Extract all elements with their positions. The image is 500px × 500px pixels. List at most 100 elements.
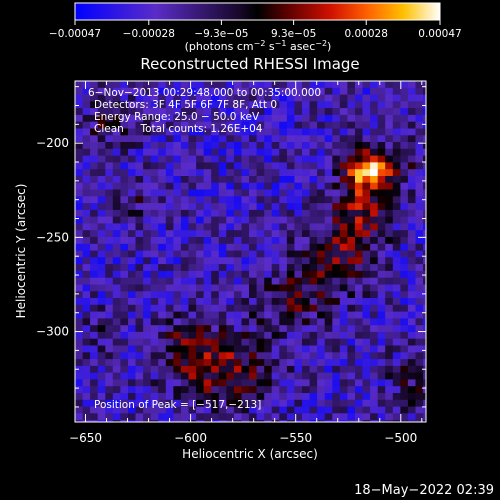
heatmap-cell <box>271 121 280 130</box>
heatmap-cell <box>75 189 84 197</box>
heatmap-cell <box>407 101 417 109</box>
heatmap-cell <box>241 162 250 170</box>
heatmap-cell <box>158 304 167 313</box>
heatmap-cell <box>415 365 424 374</box>
heatmap-cell <box>241 230 250 238</box>
heatmap-cell <box>211 182 220 191</box>
heatmap-cell <box>143 345 152 353</box>
heatmap-cell <box>105 413 114 421</box>
heatmap-cell <box>203 352 212 360</box>
heatmap-cell <box>309 257 318 265</box>
heatmap-cell <box>120 223 129 231</box>
heatmap-cell <box>271 176 280 184</box>
heatmap-cell <box>249 379 258 387</box>
heatmap-cell <box>218 352 227 360</box>
heatmap-cell <box>241 386 250 394</box>
heatmap-cell <box>332 155 341 163</box>
heatmap-cell <box>188 94 197 102</box>
heatmap-cell <box>203 128 212 136</box>
heatmap-cell <box>347 420 356 422</box>
heatmap-cell <box>400 196 409 204</box>
heatmap-cell <box>415 209 424 218</box>
heatmap-cell <box>97 209 106 218</box>
heatmap-cell <box>105 298 114 306</box>
heatmap-cell <box>332 331 341 340</box>
heatmap-cell <box>294 399 303 408</box>
heatmap-cell <box>143 298 152 306</box>
heatmap-cell <box>120 108 129 116</box>
heatmap-cell <box>332 114 341 123</box>
heatmap-cell <box>90 182 99 191</box>
heatmap-cell <box>423 257 426 265</box>
heatmap-cell <box>294 223 303 231</box>
heatmap-cell <box>150 121 159 130</box>
heatmap-cell <box>128 162 137 170</box>
heatmap-cell <box>339 311 348 319</box>
heatmap-cell <box>377 277 386 286</box>
heatmap-cell <box>256 155 265 163</box>
heatmap-cell <box>120 270 129 279</box>
heatmap-cell <box>112 203 121 211</box>
heatmap-cell <box>97 277 106 286</box>
heatmap-cell <box>165 264 174 272</box>
heatmap-cell <box>249 298 258 306</box>
heatmap-cell <box>407 87 417 96</box>
heatmap-cell <box>423 393 426 401</box>
heatmap-cell <box>400 203 409 211</box>
heatmap-cell <box>271 223 280 231</box>
heatmap-cell <box>271 155 280 163</box>
heatmap-cell <box>135 311 144 319</box>
heatmap-cell <box>355 203 364 211</box>
heatmap-cell <box>188 87 197 96</box>
heatmap-cell <box>256 420 265 422</box>
heatmap-cell <box>317 203 326 211</box>
heatmap-cell <box>385 406 394 414</box>
heatmap-cell <box>271 298 280 306</box>
heatmap-cell <box>226 365 235 374</box>
heatmap-cell <box>150 257 159 265</box>
heatmap-cell <box>211 318 220 326</box>
heatmap-cell <box>90 243 99 252</box>
heatmap-cell <box>339 114 348 123</box>
heatmap-cell <box>431 244 439 251</box>
heatmap-cell <box>218 291 227 299</box>
heatmap-cell <box>173 359 182 367</box>
heatmap-cell <box>226 427 234 434</box>
heatmap-cell <box>294 135 303 143</box>
heatmap-cell <box>309 284 318 292</box>
heatmap-cell <box>423 169 426 177</box>
heatmap-cell <box>377 284 386 292</box>
heatmap-cell <box>385 176 394 184</box>
heatmap-cell <box>105 250 114 258</box>
heatmap-cell <box>385 325 394 333</box>
heatmap-cell <box>196 148 205 157</box>
heatmap-cell <box>241 243 250 252</box>
heatmap-cell <box>294 420 303 422</box>
heatmap-cell <box>279 352 288 360</box>
heatmap-cell <box>112 189 121 197</box>
heatmap-cell <box>355 101 364 109</box>
heatmap-cell <box>377 311 386 319</box>
heatmap-cell <box>271 243 280 252</box>
heatmap-cell <box>324 345 333 353</box>
heatmap-cell <box>279 162 288 170</box>
heatmap-cell <box>112 291 121 299</box>
heatmap-cell <box>82 209 91 218</box>
heatmap-cell <box>150 311 159 319</box>
heatmap-cell <box>264 386 273 394</box>
heatmap-cell <box>385 393 394 401</box>
heatmap-cell <box>241 298 250 306</box>
heatmap-cell <box>332 298 341 306</box>
heatmap-cell <box>249 203 258 211</box>
heatmap-cell <box>180 189 190 197</box>
heatmap-cell <box>226 169 235 177</box>
heatmap-cell <box>294 284 303 292</box>
heatmap-cell <box>158 325 167 333</box>
heatmap-cell <box>226 399 235 408</box>
heatmap-cell <box>377 128 386 136</box>
heatmap-cell <box>324 393 333 401</box>
heatmap-cell <box>279 372 288 380</box>
heatmap-cell <box>400 304 409 313</box>
heatmap-cell <box>90 135 99 143</box>
heatmap-cell <box>362 250 371 258</box>
